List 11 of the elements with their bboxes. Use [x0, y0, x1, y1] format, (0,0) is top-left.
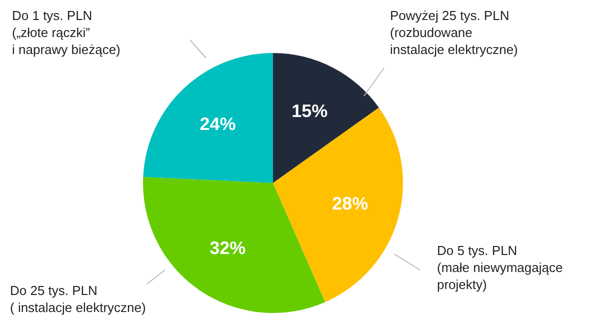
data-label: 32%	[210, 238, 246, 258]
data-label: 15%	[292, 100, 328, 121]
slice-label: Do 25 tys. PLN ( instalacje elektryczne)	[10, 283, 146, 315]
slice-label: Do 1 tys. PLN („złote rączki” i naprawy bieżące)	[12, 8, 120, 57]
slice-label: Do 5 tys. PLN (małe niewymagające projekty)	[437, 243, 563, 292]
pie-slice	[143, 53, 273, 183]
data-label: 24%	[200, 114, 236, 134]
pie-slice	[143, 176, 326, 313]
data-label: 28%	[332, 193, 368, 214]
pie-slice	[273, 53, 379, 183]
slice-label: Powyżej 25 tys. PLN (rozbudowane instalacje elektryczne)	[390, 8, 518, 57]
